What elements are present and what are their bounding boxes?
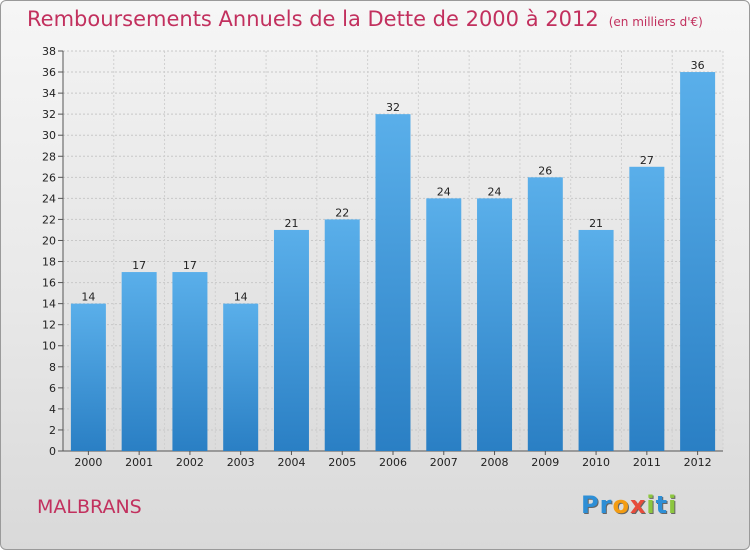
logo-letter: P: [581, 491, 600, 519]
x-tick-label-2009: 2009: [531, 456, 559, 469]
y-tick-label: 16: [42, 277, 56, 290]
data-label-2001: 17: [132, 259, 146, 272]
data-label-2008: 24: [488, 185, 502, 198]
bar-2000: [70, 303, 106, 451]
data-label-2007: 24: [437, 185, 451, 198]
bar-2011: [629, 166, 665, 451]
chart-title-text: Remboursements Annuels de la Dette de 20…: [27, 7, 599, 31]
y-tick-label: 4: [49, 403, 56, 416]
bar-2006: [375, 114, 411, 451]
logo-letter: i: [668, 491, 678, 519]
y-tick-label: 38: [42, 45, 56, 58]
x-tick-label-2007: 2007: [430, 456, 458, 469]
x-tick-label-2012: 2012: [684, 456, 712, 469]
x-tick-label-2005: 2005: [328, 456, 356, 469]
data-label-2009: 26: [538, 164, 552, 177]
x-tick-label-2008: 2008: [481, 456, 509, 469]
x-tick-label-2010: 2010: [582, 456, 610, 469]
bars: [70, 72, 716, 451]
commune-name: MALBRANS: [37, 496, 142, 518]
logo-letter: t: [655, 491, 669, 519]
data-label-2002: 17: [183, 259, 197, 272]
logo-letter: r: [599, 491, 613, 519]
data-label-2004: 21: [284, 217, 298, 230]
y-tick-label: 0: [49, 445, 56, 458]
data-label-2003: 14: [234, 291, 248, 304]
y-tick-label: 26: [42, 171, 56, 184]
y-tick-label: 34: [42, 87, 56, 100]
x-tick-label-2000: 2000: [74, 456, 102, 469]
x-tick-label-2006: 2006: [379, 456, 407, 469]
chart-title-unit: (en milliers d'€): [608, 15, 703, 29]
bar-2008: [477, 198, 513, 451]
proxiti-logo: Proxiti: [581, 491, 677, 519]
data-label-2012: 36: [691, 59, 705, 72]
x-tick-label-2002: 2002: [176, 456, 204, 469]
data-label-2010: 21: [589, 217, 603, 230]
y-tick-label: 10: [42, 340, 56, 353]
y-tick-label: 14: [42, 298, 56, 311]
data-label-2011: 27: [640, 154, 654, 167]
logo-letter: o: [612, 491, 630, 519]
y-tick-label: 28: [42, 150, 56, 163]
y-tick-label: 8: [49, 361, 56, 374]
data-label-2005: 22: [335, 206, 349, 219]
labels: 0246810121416182022242628303234363814200…: [42, 45, 712, 469]
bar-2002: [172, 272, 208, 451]
bar-2007: [426, 198, 462, 451]
y-tick-label: 36: [42, 66, 56, 79]
x-tick-label-2001: 2001: [125, 456, 153, 469]
y-tick-label: 2: [49, 424, 56, 437]
y-tick-label: 30: [42, 129, 56, 142]
bar-2003: [223, 303, 259, 451]
x-tick-label-2003: 2003: [227, 456, 255, 469]
bar-2004: [273, 229, 309, 451]
chart-title: Remboursements Annuels de la Dette de 20…: [27, 7, 703, 31]
logo-letter: x: [629, 491, 647, 519]
bar-2001: [121, 272, 157, 451]
data-label-2006: 32: [386, 101, 400, 114]
y-tick-label: 12: [42, 319, 56, 332]
logo-letter: i: [646, 491, 656, 519]
y-tick-label: 22: [42, 213, 56, 226]
y-tick-label: 20: [42, 234, 56, 247]
bar-2009: [527, 177, 563, 451]
y-tick-label: 6: [49, 382, 56, 395]
y-tick-label: 24: [42, 192, 56, 205]
data-label-2000: 14: [81, 291, 95, 304]
x-tick-label-2011: 2011: [633, 456, 661, 469]
bar-2012: [680, 72, 716, 451]
x-tick-label-2004: 2004: [277, 456, 305, 469]
bar-2005: [324, 219, 360, 451]
bar-2010: [578, 229, 614, 451]
y-tick-label: 18: [42, 256, 56, 269]
y-tick-label: 32: [42, 108, 56, 121]
